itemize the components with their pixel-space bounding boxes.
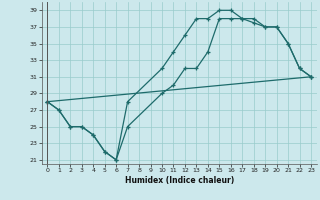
- X-axis label: Humidex (Indice chaleur): Humidex (Indice chaleur): [124, 176, 234, 185]
